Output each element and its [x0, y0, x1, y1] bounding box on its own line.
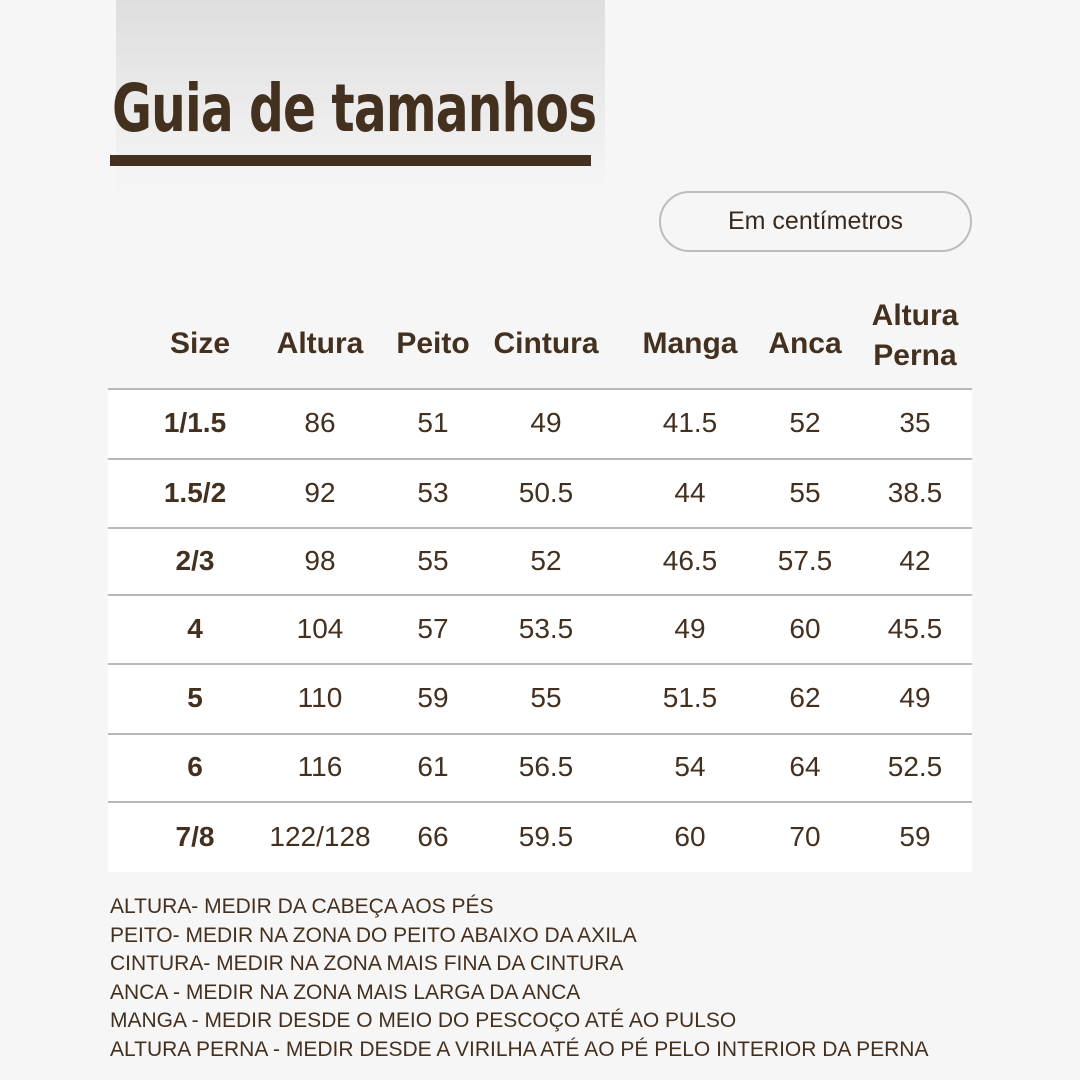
value-cell: 38.5 — [887, 476, 943, 508]
table-row: 4 104 57 53.5 49 60 45.5 — [108, 594, 972, 663]
size-cell: 2/3 — [175, 544, 215, 576]
table-row: 1/1.5 86 51 49 41.5 52 35 — [108, 388, 972, 458]
value-cell: 49 — [530, 407, 562, 438]
note-line: ALTURA PERNA - MEDIR DESDE A VIRILHA ATÉ… — [110, 1037, 929, 1061]
size-cell: 1.5/2 — [163, 476, 227, 508]
size-cell: 4 — [187, 612, 203, 644]
value-cell: 55 — [789, 476, 821, 508]
value-cell: 52 — [530, 544, 562, 576]
measurement-notes: ALTURA- MEDIR DA CABEÇA AOS PÉS PEITO- ME… — [110, 893, 928, 1064]
value-cell: 53.5 — [518, 612, 574, 644]
title-underline — [110, 155, 591, 166]
value-cell: 60 — [789, 612, 821, 644]
value-cell: 49 — [674, 612, 706, 644]
table-row: 1.5/2 92 53 50.5 44 55 38.5 — [108, 458, 972, 527]
value-cell: 57.5 — [777, 544, 833, 576]
value-cell: 110 — [297, 682, 343, 713]
page-title: Guia de tamanhos — [112, 70, 597, 147]
value-cell: 44 — [674, 476, 706, 508]
table-row: 7/8 122/128 66 59.5 60 70 59 — [108, 801, 972, 872]
value-cell: 55 — [417, 544, 449, 576]
note-line: PEITO- MEDIR NA ZONA DO PEITO ABAIXO DA … — [110, 923, 637, 947]
value-cell: 54 — [674, 751, 706, 782]
value-cell: 59 — [417, 682, 449, 713]
value-cell: 61 — [417, 751, 449, 782]
value-cell: 60 — [674, 820, 706, 852]
value-cell: 86 — [304, 407, 336, 438]
table-row: 5 110 59 55 51.5 62 49 — [108, 663, 972, 733]
size-table: 1/1.5 86 51 49 41.5 52 35 1.5/2 92 53 50.5 44 55 38.5… — [108, 388, 972, 872]
note-line: ALTURA- MEDIR DA CABEÇA AOS PÉS — [110, 895, 494, 918]
value-cell: 52.5 — [887, 751, 943, 782]
value-cell: 51.5 — [662, 682, 718, 713]
value-cell: 64 — [789, 751, 821, 782]
value-cell: 51 — [417, 407, 449, 438]
column-header: Cintura — [493, 327, 599, 360]
value-cell: 116 — [297, 751, 343, 782]
note-line: CINTURA- MEDIR NA ZONA MAIS FINA DA CINT… — [110, 952, 624, 975]
size-cell: 1/1.5 — [163, 407, 227, 438]
value-cell: 53 — [417, 476, 449, 508]
value-cell: 66 — [417, 820, 449, 852]
value-cell: 52 — [789, 407, 821, 438]
value-cell: 41.5 — [662, 407, 718, 438]
value-cell: 45.5 — [887, 612, 943, 644]
title-background — [116, 0, 605, 230]
value-cell: 35 — [899, 407, 931, 438]
value-cell: 42 — [899, 544, 931, 576]
value-cell: 62 — [789, 682, 821, 713]
unit-badge: Em centímetros — [659, 191, 972, 252]
table-row: 2/3 98 55 52 46.5 57.5 42 — [108, 527, 972, 594]
column-header: Altura Perna — [871, 299, 959, 372]
value-cell: 46.5 — [662, 544, 718, 576]
size-cell: 7/8 — [175, 820, 215, 852]
value-cell: 56.5 — [518, 751, 574, 782]
column-header: Size — [169, 327, 231, 360]
note-line: ANCA - MEDIR NA ZONA MAIS LARGA DA ANCA — [110, 980, 581, 1004]
size-cell: 5 — [187, 682, 203, 713]
column-header: Peito — [396, 327, 470, 360]
column-header: Anca — [768, 327, 842, 360]
column-header: Manga — [642, 327, 738, 360]
value-cell: 59.5 — [518, 820, 574, 852]
value-cell: 104 — [296, 612, 344, 644]
value-cell: 49 — [899, 682, 931, 713]
value-cell: 55 — [530, 682, 562, 713]
value-cell: 122/128 — [269, 820, 371, 852]
value-cell: 92 — [304, 476, 336, 508]
value-cell: 57 — [417, 612, 449, 644]
value-cell: 70 — [789, 820, 821, 852]
table-row: 6 116 61 56.5 54 64 52.5 — [108, 733, 972, 801]
value-cell: 50.5 — [518, 476, 574, 508]
value-cell: 98 — [304, 544, 336, 576]
note-line: MANGA - MEDIR DESDE O MEIO DO PESCOÇO AT… — [110, 1009, 737, 1032]
size-cell: 6 — [187, 751, 203, 782]
column-header: Altura — [276, 327, 364, 360]
value-cell: 59 — [899, 820, 931, 852]
